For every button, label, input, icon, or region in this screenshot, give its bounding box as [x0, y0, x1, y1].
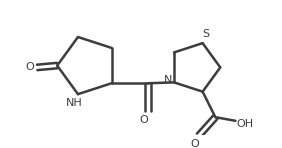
Text: O: O [139, 115, 148, 125]
Text: S: S [203, 29, 210, 39]
Text: OH: OH [236, 119, 253, 130]
Text: N: N [164, 75, 172, 85]
Text: O: O [190, 140, 199, 148]
Text: NH: NH [66, 98, 83, 108]
Text: O: O [25, 62, 34, 72]
